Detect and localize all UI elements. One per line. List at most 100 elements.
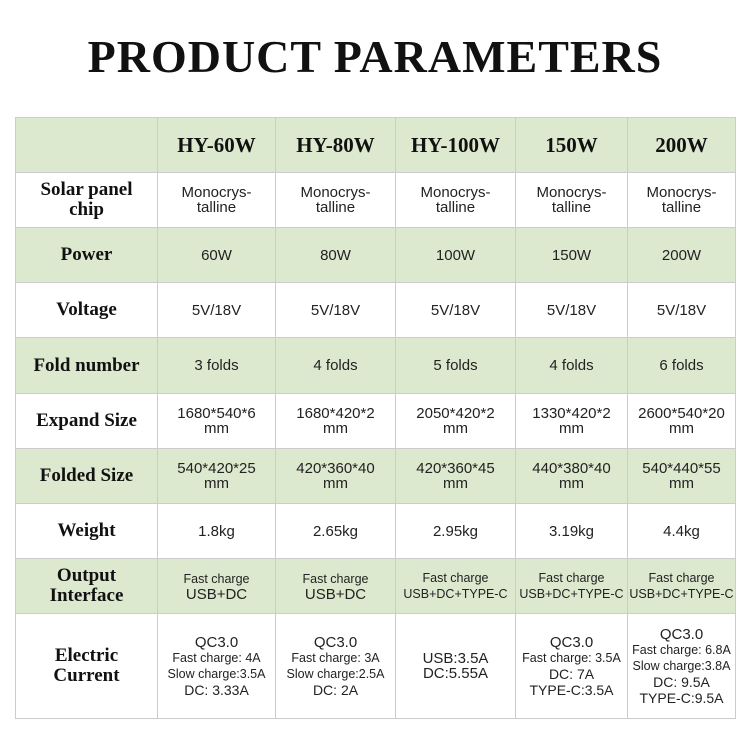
- table-cell: Fast charge USB+DC+TYPE-C: [628, 559, 736, 614]
- cell-line: Monocrys-: [300, 184, 371, 201]
- cell-line: talline: [551, 199, 592, 216]
- label-line: Solar panel: [40, 179, 133, 200]
- table-cell: 1330*420*2 mm: [516, 394, 628, 449]
- table-row: Folded Size 540*420*25 mm 420*360*40 mm 420*3…: [16, 449, 736, 504]
- cell-line: Fast charge: 3.5A: [522, 650, 621, 665]
- table-cell: 2.95kg: [396, 504, 516, 559]
- table-cell: 440*380*40 mm: [516, 449, 628, 504]
- table-cell: Monocrys-talline: [158, 173, 276, 228]
- parameter-table: HY-60W HY-80W HY-100W 150W 200W Solar panel ch…: [15, 117, 736, 719]
- cell-line: mm: [323, 420, 348, 437]
- table-cell: Monocrys-talline: [516, 173, 628, 228]
- table-cell: 3 folds: [158, 338, 276, 394]
- cell-line: 80W: [320, 246, 351, 264]
- cell-line: mm: [559, 475, 584, 492]
- cell-line: DC: 9.5A: [653, 673, 710, 690]
- cell-line: USB:3.5A: [422, 650, 489, 667]
- cell-line: QC3.0: [194, 633, 239, 651]
- table-cell: Fast charge USB+DC: [276, 559, 396, 614]
- table-cell: 540*440*55 mm: [628, 449, 736, 504]
- cell-line: USB+DC+TYPE-C: [403, 587, 508, 601]
- cell-line: Fast charge: 3A: [291, 650, 380, 665]
- table-cell: 540*420*25 mm: [158, 449, 276, 504]
- cell-line: 1680*420*2: [296, 405, 375, 422]
- cell-line: Fast charge: [538, 571, 605, 585]
- cell-line: USB+DC: [185, 585, 248, 603]
- row-label: Output Interface: [16, 559, 158, 614]
- row-label: Electric Current: [16, 614, 158, 719]
- table-cell: 4 folds: [276, 338, 396, 394]
- cell-line: QC3.0: [549, 633, 594, 651]
- table-cell: 150W: [516, 228, 628, 283]
- row-label: Folded Size: [16, 449, 158, 504]
- row-label: Weight: [16, 504, 158, 559]
- column-header: 150W: [516, 118, 628, 173]
- cell-line: 5V/18V: [310, 301, 361, 319]
- cell-line: 100W: [435, 246, 476, 264]
- table-row: Weight 1.8kg 2.65kg 2.95kg 3.19kg 4.4kg: [16, 504, 736, 559]
- cell-line: 6 folds: [659, 357, 704, 374]
- table-cell: QC3.0 Fast charge: 3A Slow charge:2.5A DC: …: [276, 614, 396, 719]
- table-cell: Monocrys-talline: [396, 173, 516, 228]
- cell-line: USB+DC: [304, 585, 367, 603]
- cell-line: 1330*420*2: [532, 405, 611, 422]
- header-row: HY-60W HY-80W HY-100W 150W 200W: [16, 118, 736, 173]
- cell-line: Slow charge:3.5A: [167, 666, 266, 681]
- cell-line: 150W: [551, 246, 592, 264]
- table-cell: 5V/18V: [158, 283, 276, 338]
- cell-line: mm: [443, 420, 468, 437]
- cell-line: talline: [196, 199, 237, 216]
- row-label: Voltage: [16, 283, 158, 338]
- table-cell: 4 folds: [516, 338, 628, 394]
- table-cell: 200W: [628, 228, 736, 283]
- cell-line: 1680*540*6: [177, 405, 256, 422]
- table-cell: 420*360*45 mm: [396, 449, 516, 504]
- table-cell: QC3.0 Fast charge: 4A Slow charge:3.5A DC: …: [158, 614, 276, 719]
- cell-line: mm: [669, 420, 694, 437]
- label-line: Current: [53, 665, 120, 686]
- table-cell: 1.8kg: [158, 504, 276, 559]
- cell-line: Fast charge: 4A: [172, 650, 261, 665]
- cell-line: 420*360*40: [296, 460, 375, 477]
- label-line: Power: [60, 244, 113, 265]
- cell-line: Monocrys-: [536, 184, 607, 201]
- page-title: PRODUCT PARAMETERS: [87, 31, 663, 82]
- table-cell: 420*360*40 mm: [276, 449, 396, 504]
- cell-line: Monocrys-: [420, 184, 491, 201]
- cell-line: 5 folds: [433, 357, 478, 374]
- cell-line: Fast charge: [648, 571, 715, 585]
- label-line: Interface: [49, 585, 124, 606]
- cell-line: Fast charge: [183, 571, 250, 586]
- cell-line: 4 folds: [313, 357, 358, 374]
- cell-line: DC: 3.33A: [184, 681, 249, 698]
- cell-line: 5V/18V: [546, 301, 597, 319]
- cell-line: 540*420*25: [177, 460, 256, 477]
- cell-line: QC3.0: [313, 633, 358, 651]
- cell-line: QC3.0: [659, 625, 704, 643]
- table-cell: 2.65kg: [276, 504, 396, 559]
- cell-line: talline: [661, 199, 702, 216]
- table-cell: Fast charge USB+DC+TYPE-C: [516, 559, 628, 614]
- label-line: chip: [69, 199, 104, 220]
- table-cell: Monocrys-talline: [276, 173, 396, 228]
- table-cell: 5V/18V: [276, 283, 396, 338]
- cell-line: 440*380*40: [532, 460, 611, 477]
- label-line: Output: [56, 565, 117, 586]
- table-row: Power 60W 80W 100W 150W 200W: [16, 228, 736, 283]
- table-cell: Fast charge USB+DC+TYPE-C: [396, 559, 516, 614]
- cell-line: mm: [204, 420, 229, 437]
- table-cell: Fast charge USB+DC: [158, 559, 276, 614]
- table-cell: 2050*420*2 mm: [396, 394, 516, 449]
- column-header: HY-100W: [396, 118, 516, 173]
- label-line: Voltage: [56, 299, 117, 320]
- label-line: Folded Size: [39, 465, 134, 486]
- cell-line: 5V/18V: [656, 301, 707, 319]
- table-cell: 100W: [396, 228, 516, 283]
- cell-line: 2600*540*20: [638, 405, 725, 422]
- cell-line: Monocrys-: [646, 184, 717, 201]
- row-label: Solar panel chip: [16, 173, 158, 228]
- cell-line: mm: [443, 475, 468, 492]
- table-cell: 1680*540*6 mm: [158, 394, 276, 449]
- table-cell: 2600*540*20 mm: [628, 394, 736, 449]
- table-cell: 5 folds: [396, 338, 516, 394]
